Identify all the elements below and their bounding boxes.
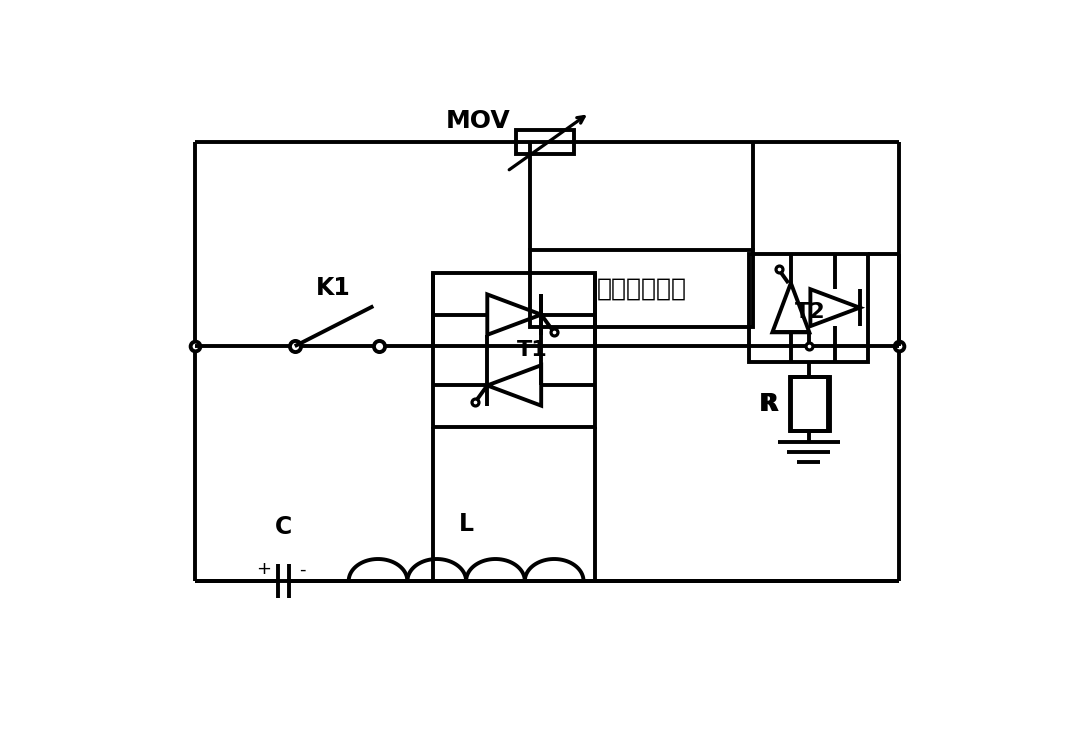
Bar xyxy=(789,377,828,431)
Text: -: - xyxy=(300,560,306,578)
Bar xyxy=(749,254,869,361)
Text: T1: T1 xyxy=(518,340,548,360)
Text: MOV: MOV xyxy=(446,108,510,132)
Bar xyxy=(517,130,574,154)
Bar xyxy=(434,273,595,427)
Text: C: C xyxy=(275,515,292,539)
Text: K1: K1 xyxy=(316,276,350,300)
Text: +: + xyxy=(257,560,272,578)
Text: 电力电子单元: 电力电子单元 xyxy=(596,277,686,301)
Text: R: R xyxy=(759,392,777,416)
Text: T2: T2 xyxy=(795,301,825,322)
Bar xyxy=(792,377,830,431)
Text: L: L xyxy=(459,512,474,536)
Text: R: R xyxy=(760,392,779,416)
Bar xyxy=(529,250,753,327)
